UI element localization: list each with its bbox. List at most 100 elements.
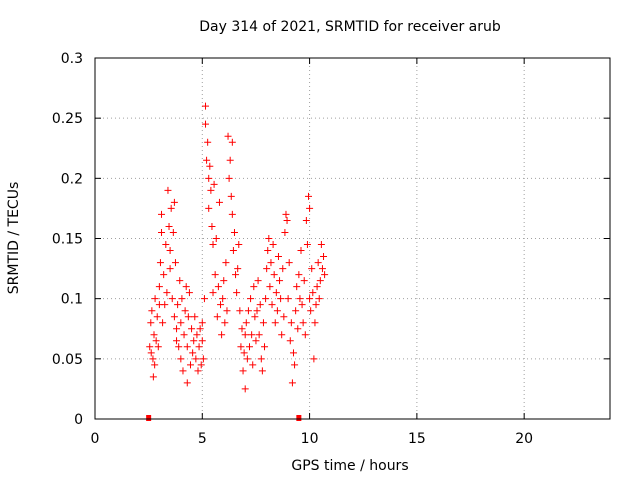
data-point [218, 331, 226, 339]
data-point [287, 319, 295, 327]
data-point [180, 331, 188, 339]
data-point [317, 241, 325, 249]
data-point [257, 355, 265, 363]
data-point [221, 319, 229, 327]
data-point [318, 265, 326, 273]
x-tick-label: 10 [301, 431, 319, 447]
data-point [270, 271, 278, 279]
data-point [315, 295, 323, 303]
data-point [163, 289, 171, 297]
data-point [217, 301, 225, 309]
data-point [283, 216, 291, 224]
data-point [147, 319, 155, 327]
data-point [223, 307, 231, 315]
data-point [298, 301, 306, 309]
data-point [312, 301, 320, 309]
interval-marker [146, 415, 152, 421]
data-point [236, 307, 244, 315]
data-point [166, 247, 174, 255]
x-tick-label: 0 [91, 431, 100, 447]
data-point [261, 343, 269, 351]
chart-title: Day 314 of 2021, SRMTID for receiver aru… [199, 19, 501, 35]
y-tick-label: 0.25 [52, 111, 83, 127]
data-point [268, 301, 276, 309]
data-point [249, 361, 257, 369]
data-point [169, 228, 177, 236]
data-point [203, 156, 211, 164]
data-point [234, 265, 242, 273]
data-point [292, 307, 300, 315]
data-point [199, 355, 207, 363]
data-point [233, 289, 241, 297]
data-point [227, 192, 235, 200]
data-point [178, 295, 186, 303]
data-point [166, 265, 174, 273]
data-point [177, 319, 185, 327]
data-point [320, 253, 328, 261]
data-point [149, 355, 157, 363]
data-point [241, 331, 249, 339]
data-point [205, 174, 213, 182]
data-point [151, 295, 159, 303]
data-point [288, 379, 296, 387]
data-point [239, 367, 247, 375]
data-point [146, 343, 154, 351]
data-point [224, 132, 232, 140]
data-point [214, 283, 222, 291]
data-point [274, 253, 282, 261]
data-point [177, 355, 185, 363]
data-point [242, 319, 250, 327]
data-point [262, 295, 270, 303]
axis-ticks: 0 5 10 15 20 0 0.05 0.1 0.15 0.2 0.25 0.3 [52, 51, 610, 447]
data-point [188, 325, 196, 333]
data-point [228, 210, 236, 218]
data-point [306, 204, 314, 212]
data-point [202, 102, 210, 110]
data-point [267, 259, 275, 267]
data-point [311, 319, 319, 327]
data-point [155, 283, 163, 291]
data-point [301, 331, 309, 339]
data-point [230, 228, 238, 236]
data-point [183, 379, 191, 387]
data-point [307, 307, 315, 315]
data-point [200, 295, 208, 303]
data-point [209, 289, 217, 297]
data-point [305, 192, 313, 200]
data-point [173, 325, 181, 333]
data-point [154, 343, 162, 351]
data-point [176, 277, 184, 285]
data-point [291, 361, 299, 369]
data-point [158, 210, 166, 218]
data-point [285, 259, 293, 267]
data-point [302, 216, 310, 224]
x-tick-label: 15 [408, 431, 426, 447]
interval-marker [296, 415, 302, 421]
data-point [255, 331, 263, 339]
data-point [286, 337, 294, 345]
y-tick-label: 0.15 [52, 232, 83, 248]
data-point [152, 337, 160, 345]
data-point [192, 355, 200, 363]
data-point [206, 162, 214, 170]
data-point [196, 325, 204, 333]
data-point [254, 277, 262, 285]
data-point [197, 361, 205, 369]
data-point [266, 283, 274, 291]
data-point [156, 259, 164, 267]
data-point [213, 313, 221, 321]
data-point [170, 198, 178, 206]
data-point [295, 271, 303, 279]
data-point [150, 331, 158, 339]
data-point [185, 289, 193, 297]
data-point [207, 186, 215, 194]
data-point [228, 138, 236, 146]
data-point [269, 241, 277, 249]
data-point [316, 277, 324, 285]
data-point [215, 198, 223, 206]
data-point [272, 289, 280, 297]
data-point [299, 319, 307, 327]
data-point [237, 343, 245, 351]
data-point [222, 259, 230, 267]
data-point [168, 295, 176, 303]
